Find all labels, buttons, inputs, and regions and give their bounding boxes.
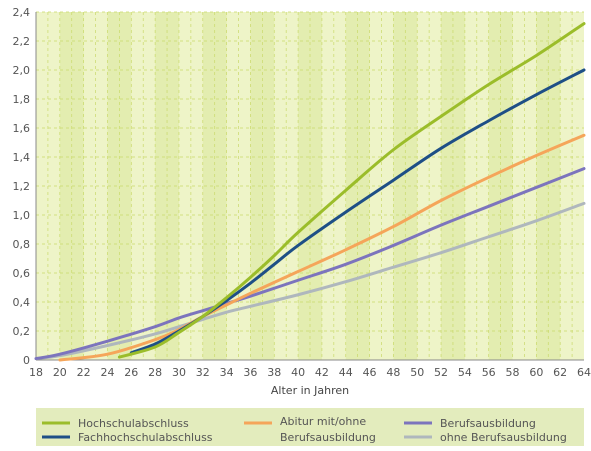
legend-item-berufsausbildung: Berufsausbildung (404, 417, 536, 430)
y-tick-label: 0 (23, 354, 30, 367)
y-tick-label: 2,2 (13, 35, 31, 48)
x-tick-label: 56 (482, 366, 496, 379)
legend-item-hochschulabschluss: Hochschulabschluss (42, 417, 189, 430)
x-tick-label: 64 (577, 366, 591, 379)
series-line-hochschulabschluss (117, 22, 586, 359)
x-tick-label: 62 (553, 366, 567, 379)
y-tick-label: 0,6 (13, 267, 31, 280)
x-tick-label: 46 (363, 366, 377, 379)
series-line-berufsausbildung (34, 167, 586, 361)
x-tick-label: 38 (267, 366, 281, 379)
legend-background (36, 408, 584, 446)
legend-label-abitur-line1: Abitur mit/ohne (280, 415, 366, 428)
x-tick-label: 40 (291, 366, 305, 379)
legend-item-ohne-berufsausbildung: ohne Berufsausbildung (404, 431, 567, 444)
y-tick-label: 0,2 (13, 325, 31, 338)
x-tick-label: 54 (458, 366, 472, 379)
series-line-abitur-mit-ohne-berufsausbildung (58, 133, 586, 362)
x-tick-label: 44 (339, 366, 353, 379)
x-tick-label: 36 (243, 366, 257, 379)
y-tick-label: 1,6 (13, 122, 31, 135)
legend-item-fachhochschulabschluss: Fachhochschulabschluss (42, 431, 213, 444)
x-tick-label: 50 (410, 366, 424, 379)
x-axis-title: Alter in Jahren (271, 384, 349, 397)
y-tick-label: 0,8 (13, 238, 31, 251)
x-tick-label: 48 (386, 366, 400, 379)
x-tick-label: 32 (196, 366, 210, 379)
series-line-ohne-berufsausbildung (34, 201, 586, 361)
y-tick-label: 1,0 (13, 209, 31, 222)
y-tick-label: 1,2 (13, 180, 31, 193)
y-tick-label: 2,4 (13, 6, 31, 19)
legend-label-ohne-berufsausbildung: ohne Berufsausbildung (440, 431, 567, 444)
legend-label-fachhochschulabschluss: Fachhochschulabschluss (78, 431, 213, 444)
x-tick-label: 18 (29, 366, 43, 379)
grid-lines (36, 11, 584, 360)
x-tick-label: 20 (53, 366, 67, 379)
legend-label-berufsausbildung: Berufsausbildung (440, 417, 536, 430)
tick-labels: 18 20 22 24 26 28 30 32 34 36 38 40 42 44 46 48 50 52 54 56… (13, 6, 591, 379)
x-tick-label: 42 (315, 366, 329, 379)
x-tick-label: 24 (100, 366, 114, 379)
y-tick-label: 1,4 (13, 151, 31, 164)
series-group (34, 22, 586, 362)
y-tick-label: 1,8 (13, 93, 31, 106)
y-tick-label: 0,4 (13, 296, 31, 309)
x-tick-label: 28 (148, 366, 162, 379)
x-tick-label: 52 (434, 366, 448, 379)
axes (35, 12, 584, 361)
x-tick-label: 22 (77, 366, 91, 379)
x-tick-label: 58 (506, 366, 520, 379)
x-tick-label: 26 (124, 366, 138, 379)
x-tick-label: 30 (172, 366, 186, 379)
legend-label-abitur-line2: Berufsausbildung (280, 431, 376, 444)
x-tick-label: 34 (220, 366, 234, 379)
legend-label-hochschulabschluss: Hochschulabschluss (78, 417, 189, 430)
legend-item-abitur: Abitur mit/ohne Berufsausbildung (244, 415, 376, 444)
y-tick-label: 2,0 (13, 64, 31, 77)
x-tick-label: 60 (529, 366, 543, 379)
